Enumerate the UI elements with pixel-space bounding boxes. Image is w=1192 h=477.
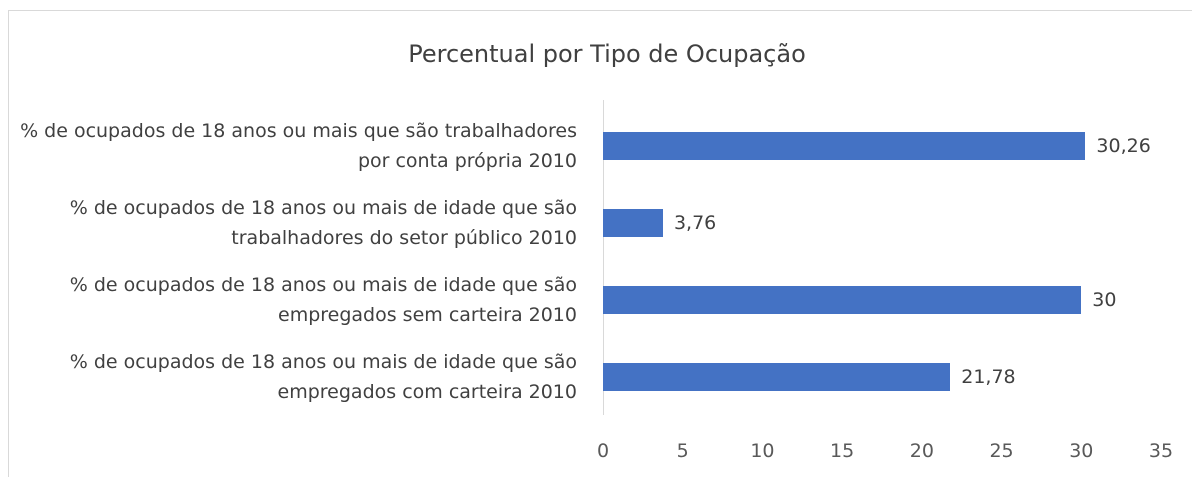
x-tick-label: 25 <box>989 440 1014 462</box>
bar <box>603 131 1086 160</box>
x-tick-label: 15 <box>830 440 855 462</box>
x-tick-label: 0 <box>596 440 610 462</box>
y-axis-line <box>603 100 604 415</box>
x-tick-label: 20 <box>909 440 934 462</box>
x-tick-label: 30 <box>1069 440 1094 462</box>
y-tick-label: % de ocupados de 18 anos ou mais de idad… <box>69 273 577 326</box>
data-label: 21,78 <box>961 365 1016 388</box>
data-label: 3,76 <box>673 211 717 234</box>
bar <box>603 285 1082 314</box>
bar <box>603 208 663 237</box>
x-tick-label: 5 <box>676 440 689 462</box>
data-label: 30 <box>1092 288 1117 311</box>
y-tick-label: % de ocupados de 18 anos ou mais de idad… <box>69 196 577 249</box>
data-label: 30,26 <box>1096 134 1151 157</box>
chart-frame <box>8 10 1192 477</box>
x-tick-label: 10 <box>750 440 775 462</box>
y-tick-label: % de ocupados de 18 anos ou mais que são… <box>20 119 577 172</box>
x-tick-label: 35 <box>1148 440 1174 462</box>
bar <box>603 362 951 391</box>
chart-title: Percentual por Tipo de Ocupação <box>408 40 806 68</box>
y-tick-label: % de ocupados de 18 anos ou mais de idad… <box>69 350 577 403</box>
